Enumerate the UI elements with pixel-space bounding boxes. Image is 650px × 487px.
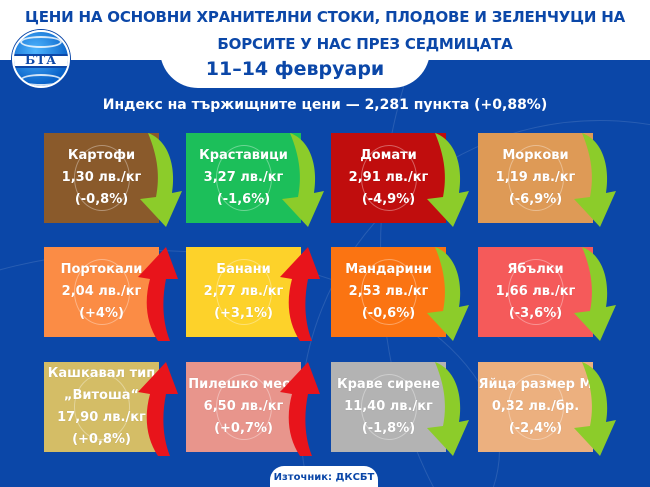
price-card: Краставици 3,27 лв./кг (-1,6%) [186, 133, 301, 223]
price-card: Кашкавал тип „Витоша“ 17,90 лв./кг (+0,8%) [44, 362, 159, 452]
card-name: Краве сирене [336, 377, 440, 392]
cucumber-icon [216, 145, 272, 211]
card-name: Портокали [60, 262, 143, 277]
price-card: Краве сирене 11,40 лв./кг (-1,8%) [331, 362, 446, 452]
decorative-arc [380, 0, 650, 487]
arrow-down-icon [574, 133, 616, 227]
card-change: (-1,6%) [216, 192, 271, 207]
card-price: 0,32 лв./бр. [491, 399, 580, 414]
logo-arc [20, 74, 62, 86]
price-card: Банани 2,77 лв./кг (+3,1%) [186, 247, 301, 337]
price-card: Портокали 2,04 лв./кг (+4%) [44, 247, 159, 337]
arrow-down-icon [574, 247, 616, 341]
apple-icon [508, 259, 564, 325]
card-change: (-4,9%) [361, 192, 416, 207]
card-change: (+0,8%) [72, 432, 131, 447]
logo-arc [20, 36, 62, 48]
arrow-up-icon [280, 247, 320, 341]
price-card: Пилешко месо 6,50 лв./кг (+0,7%) [186, 362, 301, 452]
bta-logo: БТА [12, 30, 70, 88]
card-name: Пилешко месо [188, 377, 299, 392]
egg-icon [508, 374, 564, 440]
card-name: Банани [216, 262, 271, 277]
card-change: (-2,4%) [508, 421, 563, 436]
card-name: Кашкавал тип „Витоша“ [47, 366, 156, 403]
card-change: (-0,8%) [74, 192, 129, 207]
arrow-down-icon [427, 133, 469, 227]
logo-band [14, 54, 68, 68]
arrow-up-icon [280, 362, 320, 456]
price-card: Картофи 1,30 лв./кг (-0,8%) [44, 133, 159, 223]
market-index: Индекс на тържищните цени — 2,281 пункта… [102, 97, 548, 113]
tangerine-icon [361, 259, 417, 325]
card-change: (-0,6%) [361, 306, 416, 321]
card-name: Картофи [67, 148, 136, 163]
logo-text: БТА [25, 53, 57, 67]
banana-icon [216, 259, 272, 325]
card-change: (-6,9%) [508, 192, 563, 207]
arrow-down-icon [427, 247, 469, 341]
orange-icon [74, 259, 130, 325]
card-name: Домати [360, 148, 417, 163]
card-change: (+4%) [79, 306, 124, 321]
card-name: Ябълки [507, 262, 564, 277]
arrow-down-icon [427, 362, 469, 456]
card-price: 3,27 лв./кг [203, 170, 284, 185]
arrow-up-icon [138, 247, 178, 341]
card-change: (+0,7%) [214, 421, 273, 436]
price-card: Моркови 1,19 лв./кг (-6,9%) [478, 133, 593, 223]
date-label: 11–14 февруари [205, 58, 385, 80]
potato-icon [74, 145, 130, 211]
arrow-up-icon [138, 362, 178, 456]
card-change: (+3,1%) [214, 306, 273, 321]
card-price: 1,19 лв./кг [495, 170, 576, 185]
card-price: 2,53 лв./кг [348, 284, 429, 299]
price-card: Яйца размер М 0,32 лв./бр. (-2,4%) [478, 362, 593, 452]
title-line-2: БОРСИТЕ У НАС ПРЕЗ СЕДМИЦАТА [217, 35, 513, 53]
title-line-1: ЦЕНИ НА ОСНОВНИ ХРАНИТЕЛНИ СТОКИ, ПЛОДОВ… [24, 8, 626, 26]
card-name: Краставици [199, 148, 288, 163]
card-price: 2,77 лв./кг [203, 284, 284, 299]
carrot-icon [508, 145, 564, 211]
card-price: 11,40 лв./кг [344, 399, 433, 414]
card-price: 2,91 лв./кг [348, 170, 429, 185]
card-price: 17,90 лв./кг [57, 410, 146, 425]
price-card: Мандарини 2,53 лв./кг (-0,6%) [331, 247, 446, 337]
card-change: (-1,8%) [361, 421, 416, 436]
white-cheese-icon [361, 374, 417, 440]
card-price: 1,30 лв./кг [61, 170, 142, 185]
arrow-down-icon [574, 362, 616, 456]
arrow-down-icon [282, 133, 324, 227]
card-name: Моркови [502, 148, 569, 163]
price-card: Ябълки 1,66 лв./кг (-3,6%) [478, 247, 593, 337]
source-label: Източник: ДКСБТ [270, 466, 378, 487]
card-name: Яйца размер М [478, 377, 593, 392]
date-tab [160, 50, 430, 88]
price-card: Домати 2,91 лв./кг (-4,9%) [331, 133, 446, 223]
card-price: 1,66 лв./кг [495, 284, 576, 299]
card-change: (-3,6%) [508, 306, 563, 321]
cheese-blocks-icon [74, 374, 130, 440]
arrow-down-icon [140, 133, 182, 227]
card-name: Мандарини [345, 262, 432, 277]
chicken-icon [216, 374, 272, 440]
card-price: 6,50 лв./кг [203, 399, 284, 414]
tomato-icon [361, 145, 417, 211]
card-price: 2,04 лв./кг [61, 284, 142, 299]
